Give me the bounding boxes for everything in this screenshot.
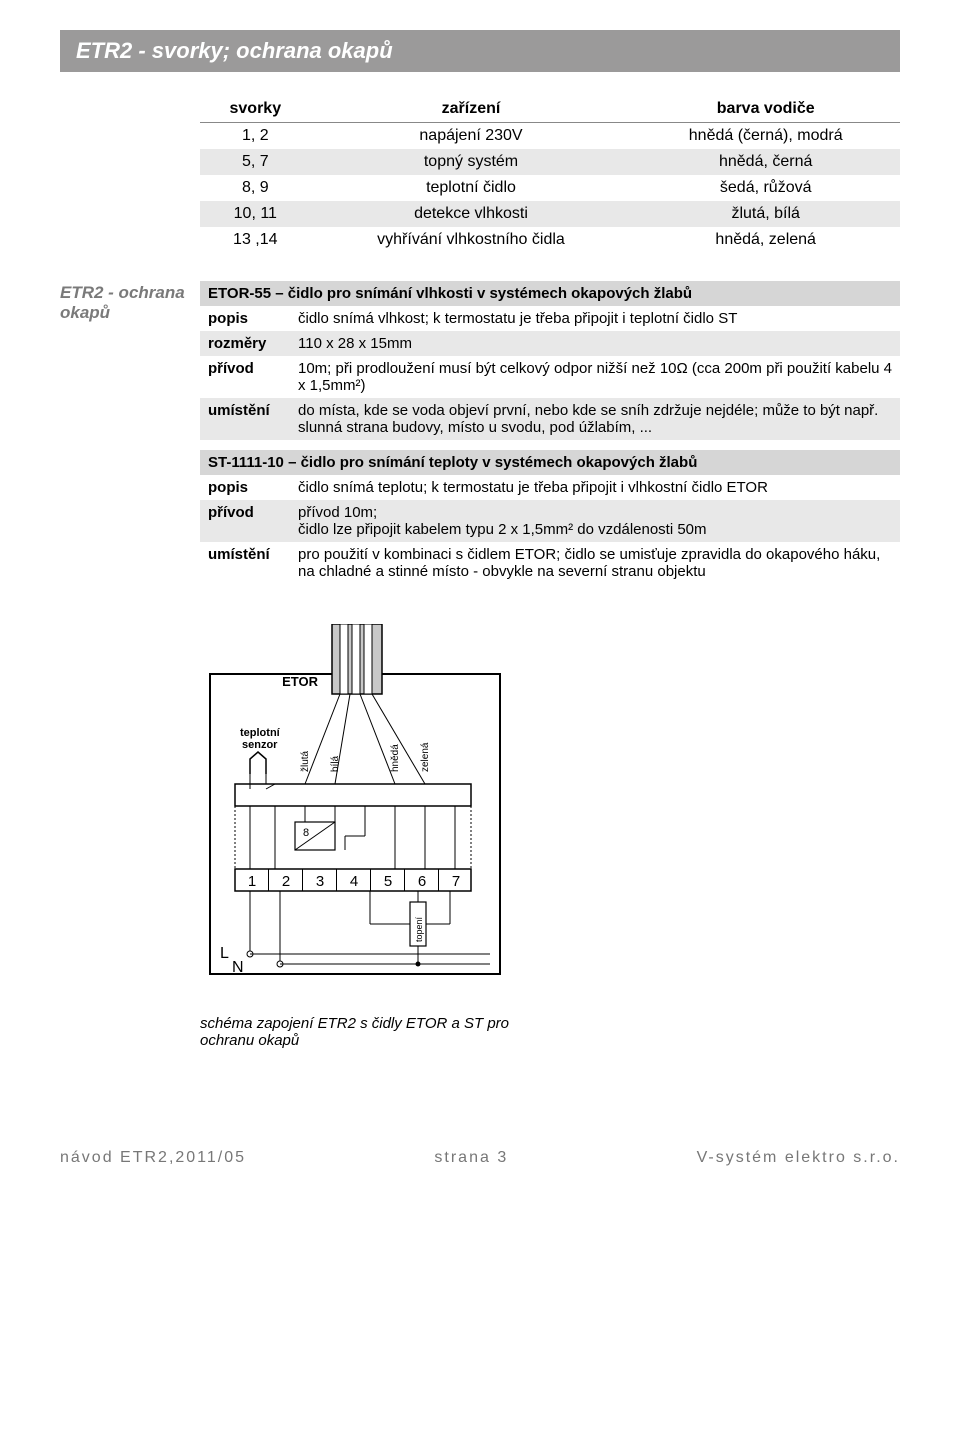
table-row: 8, 9teplotní čidlošedá, růžová — [200, 175, 900, 201]
table-cell: detekce vlhkosti — [311, 201, 632, 227]
section-label: ETR2 - ochrana okapů — [60, 281, 200, 323]
footer-right: V-systém elektro s.r.o. — [697, 1149, 900, 1167]
L-label: L — [220, 945, 229, 962]
wire-zelena: zelená — [420, 742, 431, 772]
ds-val: přívod 10m; čidlo lze připojit kabelem t… — [290, 500, 900, 542]
th-barva: barva vodiče — [631, 96, 900, 123]
etor-label: ETOR — [282, 674, 318, 689]
ds-key: rozměry — [200, 331, 290, 356]
ds-key: přívod — [200, 500, 290, 542]
terminals-table: svorky zařízení barva vodiče 1, 2napájen… — [200, 96, 900, 253]
ds-val: čidlo snímá teplotu; k termostatu je tře… — [290, 475, 900, 500]
table-row: rozměry110 x 28 x 15mm — [200, 331, 900, 356]
ds-val: čidlo snímá vlhkost; k termostatu je tře… — [290, 306, 900, 331]
diagram-caption: schéma zapojení ETR2 s čidly ETOR a ST p… — [200, 1015, 520, 1049]
table-row: přívod10m; při prodloužení musí být celk… — [200, 356, 900, 398]
st1111-title: ST-1111-10 – čidlo pro snímání teploty v… — [200, 450, 900, 475]
table-row: umístěnípro použití v kombinaci s čidlem… — [200, 542, 900, 584]
table-cell: 1, 2 — [200, 123, 311, 150]
ds-val: pro použití v kombinaci s čidlem ETOR; č… — [290, 542, 900, 584]
table-cell: napájení 230V — [311, 123, 632, 150]
table-cell: topný systém — [311, 149, 632, 175]
terminal-num: 3 — [316, 873, 324, 890]
ds-key: umístění — [200, 398, 290, 440]
sensor-label-2: senzor — [242, 739, 278, 751]
terminal-num: 6 — [418, 873, 426, 890]
terminal-num: 7 — [452, 873, 460, 890]
diagram-svg: ETOR teplotní senzor žlutá bílá hnědá ze… — [200, 624, 520, 1004]
terminal-num: 1 — [248, 873, 256, 890]
table-cell: hnědá (černá), modrá — [631, 123, 900, 150]
inner-8: 8 — [303, 827, 309, 839]
page-footer: návod ETR2,2011/05 strana 3 V-systém ele… — [0, 1129, 960, 1187]
table-cell: hnědá, černá — [631, 149, 900, 175]
table-cell: žlutá, bílá — [631, 201, 900, 227]
ds-val: 110 x 28 x 15mm — [290, 331, 900, 356]
footer-left: návod ETR2,2011/05 — [60, 1149, 246, 1167]
page-title: ETR2 - svorky; ochrana okapů — [76, 38, 884, 64]
th-svorky: svorky — [200, 96, 311, 123]
table-row: 13 ,14vyhřívání vlhkostního čidlahnědá, … — [200, 227, 900, 253]
table-cell: šedá, růžová — [631, 175, 900, 201]
terminal-num: 5 — [384, 873, 392, 890]
terminal-num: 4 — [350, 873, 358, 890]
etor55-title: ETOR-55 – čidlo pro snímání vlhkosti v s… — [200, 281, 900, 306]
ds-val: 10m; při prodloužení musí být celkový od… — [290, 356, 900, 398]
table-row: popisčidlo snímá teplotu; k termostatu j… — [200, 475, 900, 500]
table-row: umístěnído místa, kde se voda objeví prv… — [200, 398, 900, 440]
table-row: 1, 2napájení 230Vhnědá (černá), modrá — [200, 123, 900, 150]
table-row: přívodpřívod 10m; čidlo lze připojit kab… — [200, 500, 900, 542]
wiring-diagram: ETOR teplotní senzor žlutá bílá hnědá ze… — [200, 624, 520, 1007]
wire-hneda: hnědá — [390, 744, 401, 772]
table-cell: vyhřívání vlhkostního čidla — [311, 227, 632, 253]
ds-key: popis — [200, 306, 290, 331]
terminal-num: 2 — [282, 873, 290, 890]
table-cell: 10, 11 — [200, 201, 311, 227]
st1111-table: ST-1111-10 – čidlo pro snímání teploty v… — [200, 450, 900, 584]
topeni-label: topení — [414, 916, 424, 942]
ds-key: přívod — [200, 356, 290, 398]
table-cell: 13 ,14 — [200, 227, 311, 253]
footer-mid: strana 3 — [434, 1149, 508, 1167]
wire-zluta: žlutá — [300, 750, 311, 772]
table-row: 5, 7topný systémhnědá, černá — [200, 149, 900, 175]
table-cell: 8, 9 — [200, 175, 311, 201]
th-zarizeni: zařízení — [311, 96, 632, 123]
table-cell: teplotní čidlo — [311, 175, 632, 201]
page-header: ETR2 - svorky; ochrana okapů — [60, 30, 900, 72]
table-row: 10, 11detekce vlhkostižlutá, bílá — [200, 201, 900, 227]
N-label: N — [232, 959, 244, 976]
table-row: popisčidlo snímá vlhkost; k termostatu j… — [200, 306, 900, 331]
sensor-label-1: teplotní — [240, 727, 281, 739]
etor55-table: ETOR-55 – čidlo pro snímání vlhkosti v s… — [200, 281, 900, 440]
ds-val: do místa, kde se voda objeví první, nebo… — [290, 398, 900, 440]
table-cell: hnědá, zelená — [631, 227, 900, 253]
ds-key: popis — [200, 475, 290, 500]
table-cell: 5, 7 — [200, 149, 311, 175]
ds-key: umístění — [200, 542, 290, 584]
